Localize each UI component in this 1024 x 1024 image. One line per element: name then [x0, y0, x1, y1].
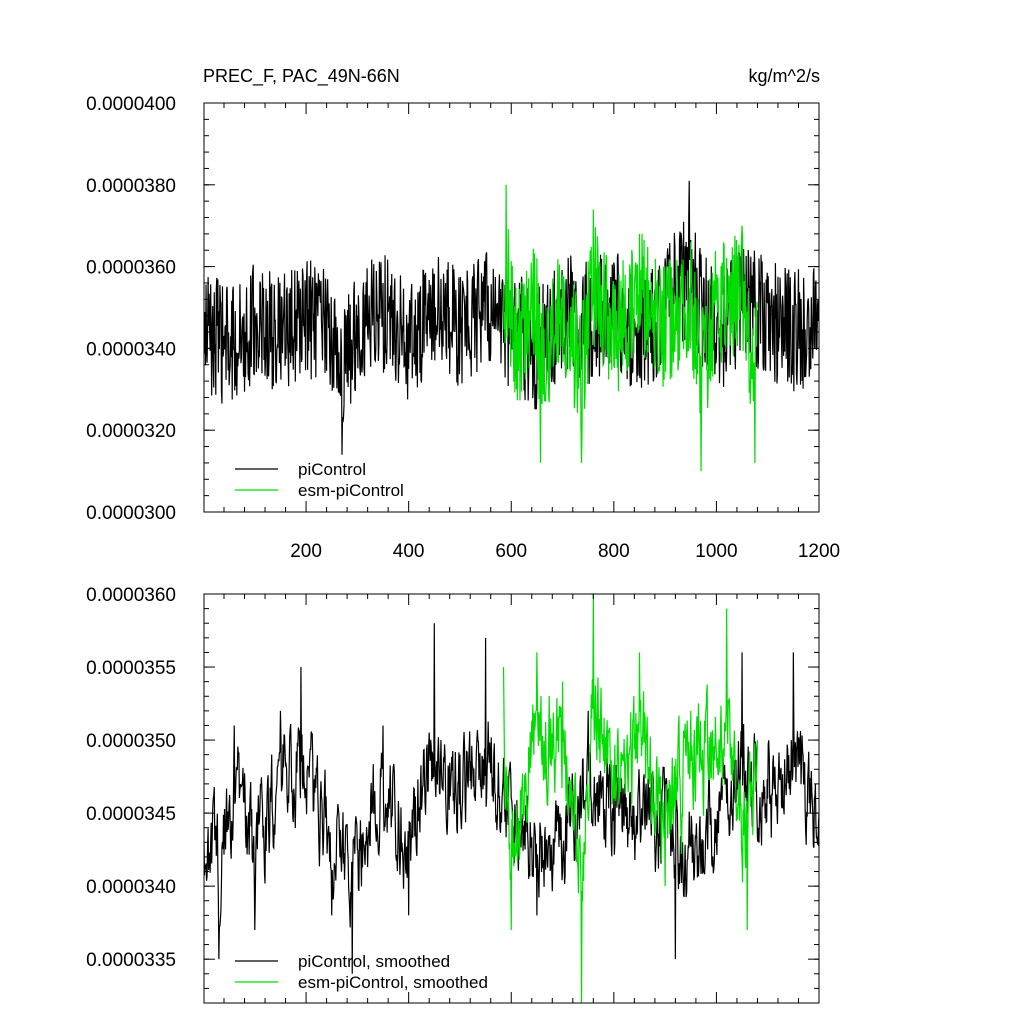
- x-tick-label: 800: [598, 541, 630, 562]
- legend-label-picontrol: piControl: [298, 460, 366, 479]
- series-line-esm-picontrol: [502, 184, 759, 472]
- series-line-esm-picontrol-smoothed: [502, 594, 759, 1003]
- top-panel: PREC_F, PAC_49N-66N kg/m^2/s 0.0000300 0.…: [86, 66, 840, 562]
- y-tick-label: 0.0000300: [86, 503, 176, 524]
- top-legend: piControl esm-piControl: [235, 460, 404, 500]
- legend-label-esm-picontrol-smoothed: esm-piControl, smoothed: [298, 973, 488, 992]
- series-line-picontrol-smoothed: [204, 623, 819, 974]
- legend-label-esm-picontrol: esm-piControl: [298, 481, 404, 500]
- y-tick-label: 0.0000360: [86, 258, 176, 279]
- top-chart-units: kg/m^2/s: [749, 66, 820, 86]
- bottom-legend: piControl, smoothed esm-piControl, smoot…: [235, 952, 488, 992]
- x-tick-label: 1200: [798, 541, 840, 562]
- x-tick-label: 400: [393, 541, 425, 562]
- y-tick-label: 0.0000355: [86, 658, 176, 679]
- x-tick-label: 600: [495, 541, 527, 562]
- y-tick-label: 0.0000380: [86, 176, 176, 197]
- y-tick-label: 0.0000335: [86, 950, 176, 971]
- top-chart-title: PREC_F, PAC_49N-66N: [203, 66, 400, 87]
- y-tick-label: 0.0000350: [86, 731, 176, 752]
- y-tick-label: 0.0000340: [86, 877, 176, 898]
- y-tick-label: 0.0000345: [86, 804, 176, 825]
- y-tick-label: 0.0000340: [86, 339, 176, 360]
- y-tick-label: 0.0000320: [86, 421, 176, 442]
- bottom-plot-frame: [203, 593, 820, 1004]
- x-tick-label: 1000: [695, 541, 737, 562]
- bottom-panel: 0.0000335 0.0000340 0.0000345 0.0000350 0.00…: [86, 585, 820, 1004]
- y-tick-label: 0.0000400: [86, 94, 176, 115]
- top-plot-frame: [203, 102, 820, 513]
- legend-label-picontrol-smoothed: piControl, smoothed: [298, 952, 450, 971]
- x-tick-label: 200: [290, 541, 322, 562]
- y-tick-label: 0.0000360: [86, 585, 176, 606]
